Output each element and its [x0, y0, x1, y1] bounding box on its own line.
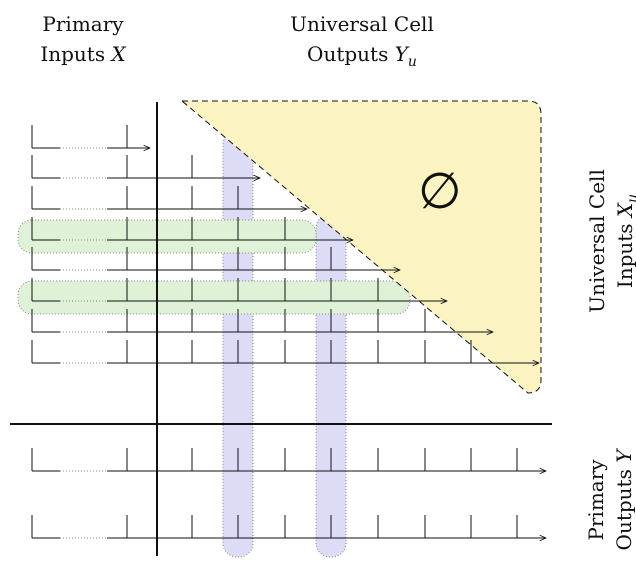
universal-outputs-var: Y — [394, 42, 408, 66]
empty-region-triangle — [180, 100, 542, 394]
universal-outputs-label: Universal Cell Outputs Yu — [262, 14, 462, 69]
universal-outputs-line1: Universal Cell — [290, 12, 434, 36]
primary-outputs-line2: Outputs — [612, 462, 636, 551]
universal-outputs-sub: u — [407, 54, 417, 70]
primary-outputs-line1: Primary — [584, 459, 608, 541]
empty-region — [180, 100, 542, 394]
primary-outputs-var: Y — [612, 449, 636, 463]
highlighted-row-band — [17, 280, 411, 315]
universal-inputs-var: X — [613, 202, 636, 218]
universal-inputs-label: Universal Cell Inputs Xu — [585, 156, 636, 326]
universal-inputs-line1: Universal Cell — [585, 169, 609, 313]
primary-inputs-line2: Inputs — [40, 42, 112, 66]
partition-axes — [10, 102, 552, 556]
signal-rows — [31, 125, 546, 538]
primary-inputs-line1: Primary — [42, 12, 124, 36]
highlighted-row-band — [17, 219, 317, 254]
primary-inputs-label: Primary Inputs X — [28, 14, 138, 64]
universal-outputs-line2: Outputs — [307, 42, 395, 66]
primary-inputs-var: X — [111, 42, 126, 66]
primary-outputs-label: Primary Outputs Y — [584, 436, 636, 564]
universal-inputs-line2: Inputs — [613, 217, 636, 289]
empty-set-symbol: ∅ — [418, 162, 462, 220]
universal-inputs-sub: u — [625, 194, 636, 203]
